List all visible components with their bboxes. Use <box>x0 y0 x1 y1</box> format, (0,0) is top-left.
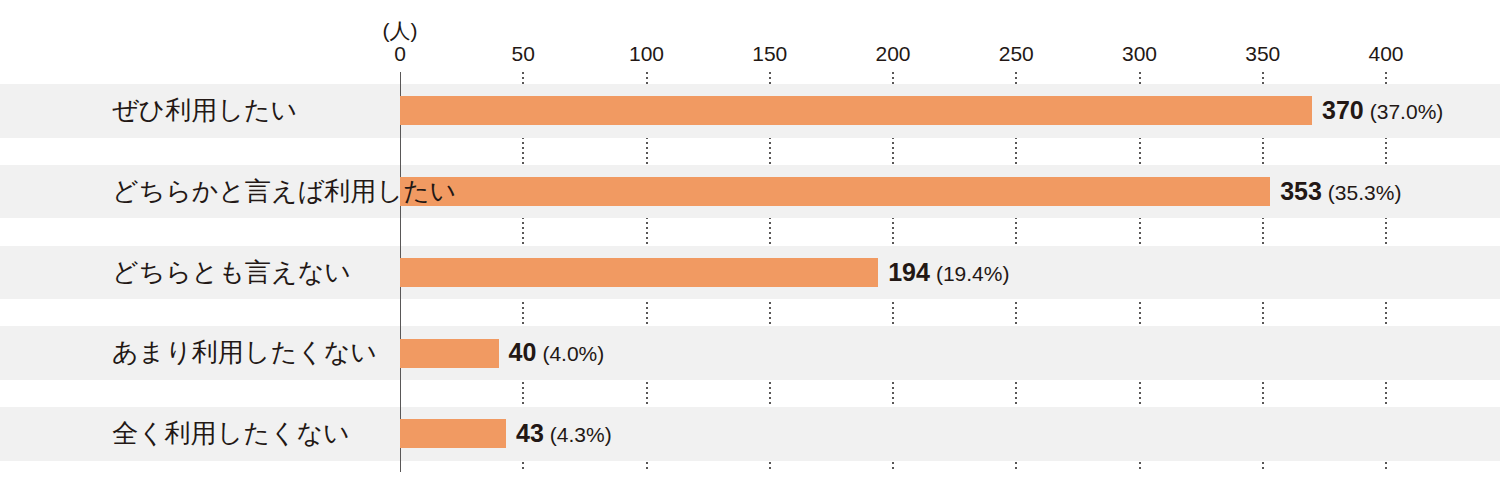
value-number: 43 <box>516 419 544 447</box>
x-tick-label: 250 <box>999 42 1034 66</box>
axis-unit-label: (人) <box>383 17 418 45</box>
value-label: 43 (4.3%) <box>516 407 612 464</box>
category-label: ぜひ利用したい <box>112 84 297 138</box>
bar <box>400 177 1270 206</box>
value-percent: (4.0%) <box>542 342 604 365</box>
x-tick-label: 400 <box>1368 42 1403 66</box>
bar <box>400 96 1312 125</box>
survey-bar-chart: (人) 0 50 100 150 200 250 300 350 400 ぜひ利用したい 370 (… <box>0 0 1500 499</box>
value-number: 40 <box>509 338 537 366</box>
category-label: どちらかと言えば利用したい <box>112 165 456 219</box>
x-tick-label: 50 <box>512 42 535 66</box>
value-number: 353 <box>1280 177 1322 205</box>
value-percent: (4.3%) <box>550 423 612 446</box>
value-number: 370 <box>1322 96 1364 124</box>
category-label: 全く利用したくない <box>112 407 350 461</box>
x-tick-label: 0 <box>394 42 406 66</box>
category-label: どちらとも言えない <box>112 246 351 300</box>
value-percent: (35.3%) <box>1328 181 1402 204</box>
value-percent: (37.0%) <box>1370 100 1444 123</box>
x-tick-label: 150 <box>752 42 787 66</box>
bar <box>400 339 499 368</box>
bar <box>400 258 878 287</box>
bar <box>400 419 506 448</box>
value-label: 370 (37.0%) <box>1322 84 1443 141</box>
x-tick-label: 300 <box>1122 42 1157 66</box>
x-tick-label: 350 <box>1245 42 1280 66</box>
value-label: 194 (19.4%) <box>888 246 1009 303</box>
value-percent: (19.4%) <box>936 262 1010 285</box>
value-number: 194 <box>888 258 930 286</box>
value-label: 40(4.0%) <box>509 326 605 383</box>
x-tick-label: 100 <box>629 42 664 66</box>
value-label: 353 (35.3%) <box>1280 165 1401 222</box>
category-label: あまり利用したくない <box>112 326 377 380</box>
x-tick-label: 200 <box>875 42 910 66</box>
